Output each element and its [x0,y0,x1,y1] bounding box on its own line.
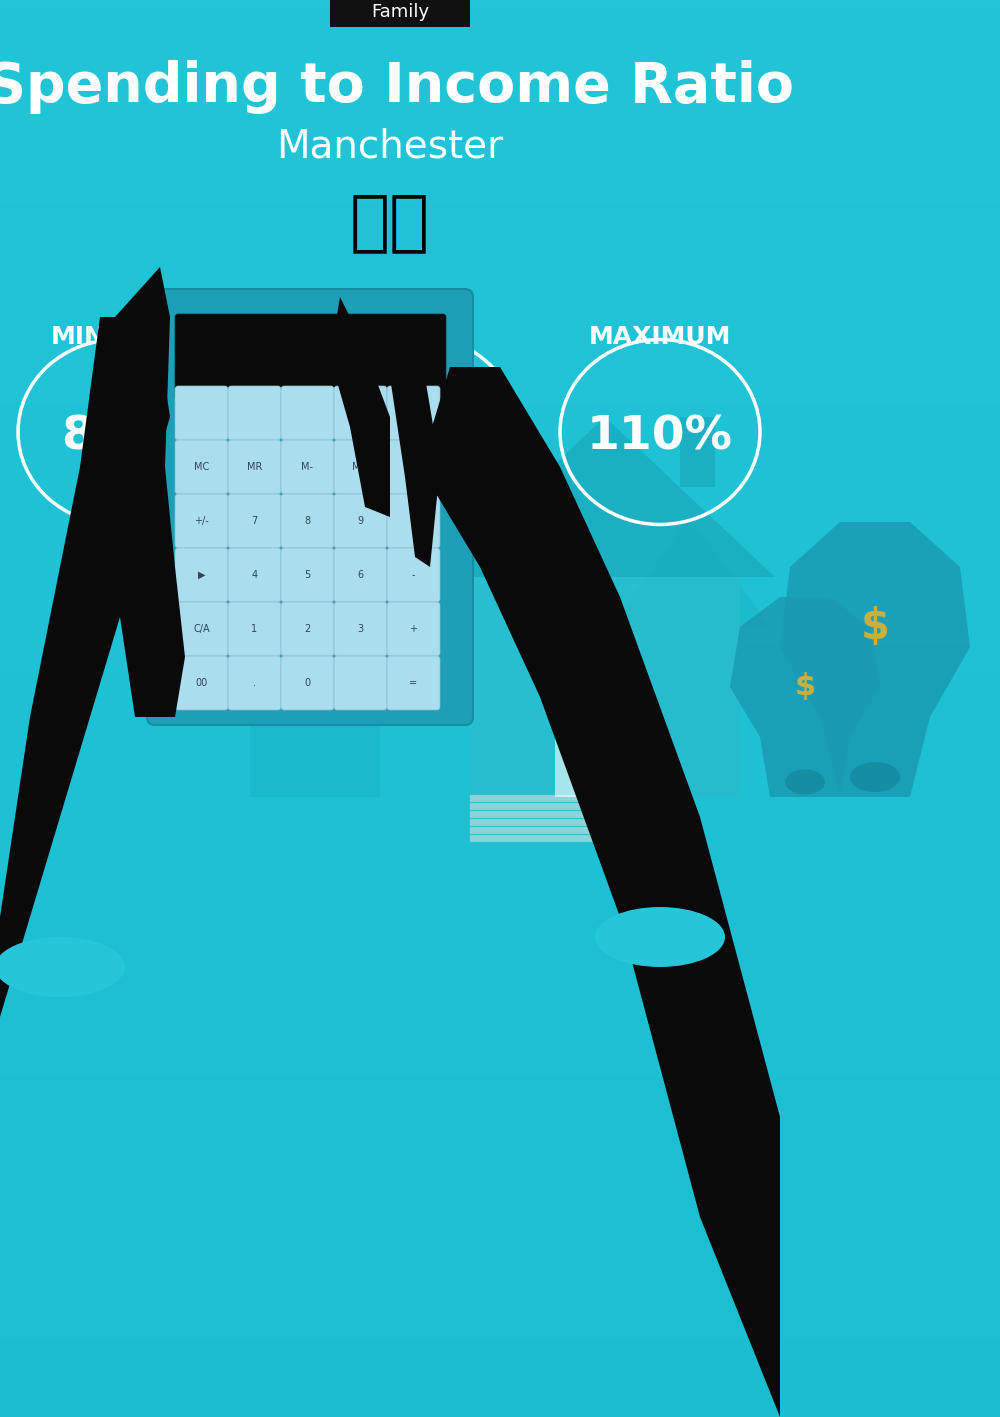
Polygon shape [210,458,420,796]
Ellipse shape [595,907,725,966]
Text: 00: 00 [195,677,208,689]
Text: AVERAGE: AVERAGE [325,300,455,324]
Text: 7: 7 [251,516,258,526]
FancyBboxPatch shape [334,385,387,441]
Text: 9: 9 [357,516,364,526]
Text: 3: 3 [357,623,364,633]
Bar [470,795,670,802]
FancyBboxPatch shape [175,315,446,400]
FancyBboxPatch shape [387,385,440,441]
FancyBboxPatch shape [334,548,387,602]
Ellipse shape [0,937,125,998]
Bar [680,417,715,487]
Text: +/-: +/- [194,516,209,526]
FancyBboxPatch shape [228,385,281,441]
Text: Family: Family [371,3,429,21]
Text: 110%: 110% [587,415,733,459]
Polygon shape [0,317,170,1417]
Text: :: : [412,462,415,472]
Text: M+: M+ [352,462,369,472]
Text: MINIMUM: MINIMUM [51,324,185,349]
Bar [470,828,670,835]
FancyBboxPatch shape [175,602,228,656]
Polygon shape [390,327,440,567]
FancyBboxPatch shape [175,656,228,710]
Text: Spending to Income Ratio: Spending to Income Ratio [0,60,794,113]
Polygon shape [330,298,390,517]
FancyBboxPatch shape [175,385,228,441]
Text: MAXIMUM: MAXIMUM [589,324,731,349]
Text: MU: MU [406,408,421,418]
Text: 0: 0 [304,677,311,689]
Text: $: $ [794,673,816,701]
FancyBboxPatch shape [281,495,334,548]
Text: 5: 5 [304,570,311,580]
Polygon shape [730,597,880,796]
Bar [558,687,580,727]
Bar [470,811,670,818]
Polygon shape [110,266,185,717]
Text: .: . [253,677,256,689]
Text: 🇬🇧: 🇬🇧 [350,188,430,255]
Text: -: - [412,570,415,580]
FancyBboxPatch shape [281,656,334,710]
Text: 1: 1 [251,623,258,633]
Text: 2: 2 [304,623,311,633]
Text: +: + [410,623,418,633]
FancyBboxPatch shape [334,602,387,656]
Bar [470,577,740,796]
Bar [470,819,670,826]
Polygon shape [420,367,780,1417]
FancyBboxPatch shape [228,602,281,656]
FancyBboxPatch shape [334,441,387,495]
Text: %: % [356,408,365,418]
Text: $: $ [860,606,890,648]
FancyBboxPatch shape [175,495,228,548]
Polygon shape [435,417,775,577]
Text: C/A: C/A [193,623,210,633]
Text: 8: 8 [304,516,311,526]
Text: 85%: 85% [62,415,175,459]
FancyBboxPatch shape [387,441,440,495]
FancyBboxPatch shape [281,602,334,656]
Text: M-: M- [302,462,314,472]
FancyBboxPatch shape [281,385,334,441]
Text: Manchester: Manchester [276,128,504,166]
Bar [470,803,670,811]
FancyBboxPatch shape [228,656,281,710]
FancyBboxPatch shape [281,441,334,495]
Text: 95%: 95% [310,417,470,482]
Text: 4: 4 [251,570,258,580]
FancyBboxPatch shape [228,495,281,548]
Ellipse shape [785,769,825,795]
FancyBboxPatch shape [175,441,228,495]
FancyBboxPatch shape [281,548,334,602]
Text: ▶: ▶ [198,570,205,580]
Text: MR: MR [247,462,262,472]
Text: x: x [411,516,416,526]
FancyBboxPatch shape [175,548,228,602]
FancyBboxPatch shape [228,548,281,602]
FancyBboxPatch shape [330,0,470,27]
FancyBboxPatch shape [334,656,387,710]
Polygon shape [780,521,970,796]
Text: 6: 6 [357,570,364,580]
Ellipse shape [850,762,900,792]
FancyBboxPatch shape [228,441,281,495]
Polygon shape [610,517,770,796]
FancyBboxPatch shape [387,548,440,602]
Bar [470,835,670,842]
Text: =: = [409,677,418,689]
Bar [585,687,607,727]
Text: MC: MC [194,462,209,472]
FancyBboxPatch shape [387,495,440,548]
FancyBboxPatch shape [334,495,387,548]
Bar [555,667,610,796]
FancyBboxPatch shape [387,656,440,710]
FancyBboxPatch shape [387,602,440,656]
FancyBboxPatch shape [147,289,473,726]
